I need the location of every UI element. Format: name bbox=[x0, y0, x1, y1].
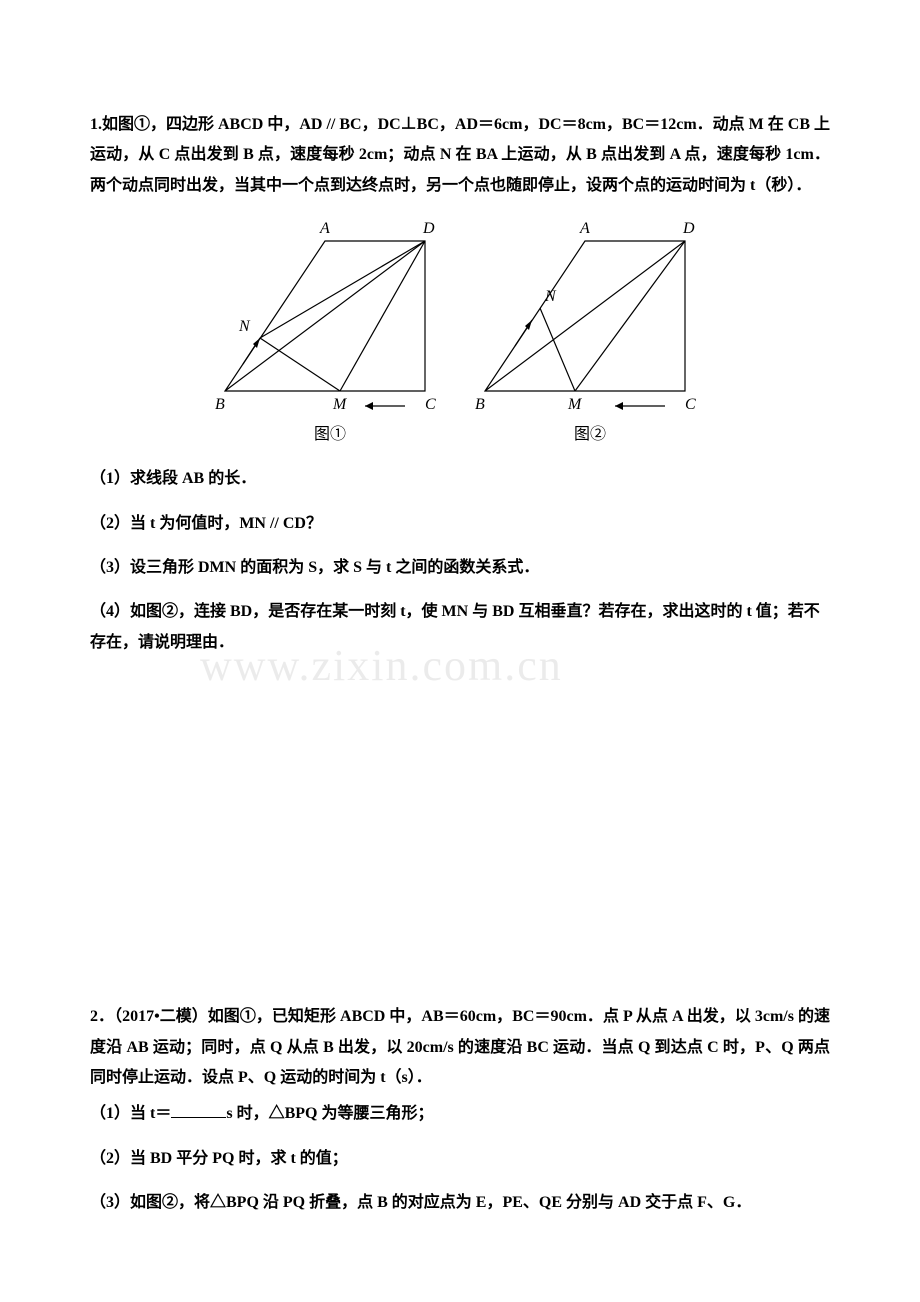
q1-figures: A D B C M N 图① bbox=[90, 211, 830, 444]
q1-fig2-caption: 图② bbox=[574, 420, 606, 444]
q2-sub3: （3）如图②，将△BPQ 沿 PQ 折叠，点 B 的对应点为 E，PE、QE 分… bbox=[90, 1188, 830, 1218]
label-D-2: D bbox=[682, 220, 695, 237]
label-A-2: A bbox=[579, 220, 590, 237]
label-C: C bbox=[425, 396, 436, 413]
label-A: A bbox=[319, 220, 330, 237]
q1-sub1: （1）求线段 AB 的长． bbox=[90, 464, 830, 494]
label-B: B bbox=[215, 396, 225, 413]
q1-fig1-caption: 图① bbox=[314, 420, 346, 444]
q1-sub3: （3）设三角形 DMN 的面积为 S，求 S 与 t 之间的函数关系式． bbox=[90, 553, 830, 583]
q1-sub2: （2）当 t 为何值时，MN // CD？ bbox=[90, 509, 830, 539]
label-N-2: N bbox=[544, 288, 557, 305]
label-B-2: B bbox=[475, 396, 485, 413]
q2-sub1: （1）当 t＝ s 时，△BPQ 为等腰三角形； bbox=[90, 1099, 830, 1129]
q1-figure-2: A D B C M N bbox=[465, 211, 715, 416]
label-M: M bbox=[332, 396, 348, 413]
q2-sub1-post: s 时，△BPQ 为等腰三角形； bbox=[226, 1105, 433, 1122]
label-C-2: C bbox=[685, 396, 696, 413]
label-N: N bbox=[238, 318, 251, 335]
q2-sub2: （2）当 BD 平分 PQ 时，求 t 的值； bbox=[90, 1144, 830, 1174]
label-M-2: M bbox=[567, 396, 583, 413]
q1-sub4: （4）如图②，连接 BD，是否存在某一时刻 t，使 MN 与 BD 互相垂直？若… bbox=[90, 597, 830, 658]
q1-stem: 1.如图①，四边形 ABCD 中，AD // BC，DC⊥BC，AD＝6cm，D… bbox=[90, 110, 830, 201]
q2-stem: 2．（2017•二模）如图①，已知矩形 ABCD 中，AB＝60cm，BC＝90… bbox=[90, 1002, 830, 1093]
q1-figure-1: A D B C M N bbox=[205, 211, 455, 416]
label-D: D bbox=[422, 220, 435, 237]
q2-sub1-pre: （1）当 t＝ bbox=[90, 1105, 171, 1122]
q2-blank[interactable] bbox=[171, 1117, 226, 1118]
